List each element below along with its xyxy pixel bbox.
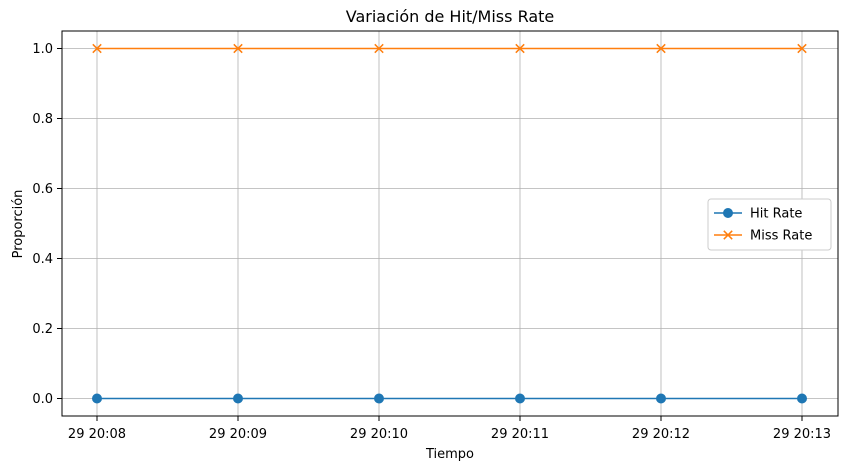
miss-rate-point: [374, 43, 384, 54]
x-tick-label: 29 20:08: [68, 427, 126, 442]
legend-box: [707, 198, 832, 251]
tick-marks: [57, 48, 803, 421]
legend-item-miss-rate: Miss Rate: [714, 229, 812, 244]
y-tick-label: 0.6: [32, 182, 53, 197]
miss-rate-point: [233, 43, 243, 54]
legend-label: Hit Rate: [750, 207, 802, 222]
legend-swatch-marker: [723, 230, 733, 240]
legend-swatch-marker: [723, 208, 733, 218]
y-tick-label: 1.0: [32, 42, 53, 57]
y-tick-label: 0.8: [32, 112, 53, 127]
miss-rate-point: [656, 43, 666, 54]
hit-rate-point: [233, 393, 243, 404]
x-tick-label: 29 20:09: [209, 427, 267, 442]
legend-label: Miss Rate: [750, 229, 812, 244]
x-tick-label: 29 20:10: [350, 427, 408, 442]
plot-frame: [61, 30, 839, 417]
y-tick-label: 0.0: [32, 392, 53, 407]
chart-title: Variación de Hit/Miss Rate: [346, 7, 555, 26]
y-tick-label: 0.4: [32, 252, 53, 267]
miss-rate-point: [515, 43, 525, 54]
series-layer: [92, 43, 807, 404]
miss-rate-point: [92, 43, 102, 54]
x-tick-label: 29 20:13: [773, 427, 831, 442]
y-tick-label: 0.2: [32, 322, 53, 337]
hit-rate-point: [515, 393, 525, 404]
legend-item-hit-rate: Hit Rate: [714, 207, 802, 222]
miss-rate-point: [797, 43, 807, 54]
hit-rate-point: [797, 393, 807, 404]
x-tick-label: 29 20:11: [491, 427, 549, 442]
hit-rate-point: [92, 393, 102, 404]
x-tick-label: 29 20:12: [632, 427, 690, 442]
x-axis-label: Tiempo: [425, 447, 474, 462]
tick-labels: 29 20:08 29 20:09 29 20:10 29 20:11 29 20:12…: [32, 42, 831, 442]
y-axis-label: Proporción: [11, 190, 26, 259]
series-miss-rate: [92, 43, 807, 54]
hit-rate-point: [374, 393, 384, 404]
hit-rate-point: [656, 393, 666, 404]
series-hit-rate: [92, 393, 807, 404]
legend: Hit Rate Miss Rate: [707, 198, 832, 251]
